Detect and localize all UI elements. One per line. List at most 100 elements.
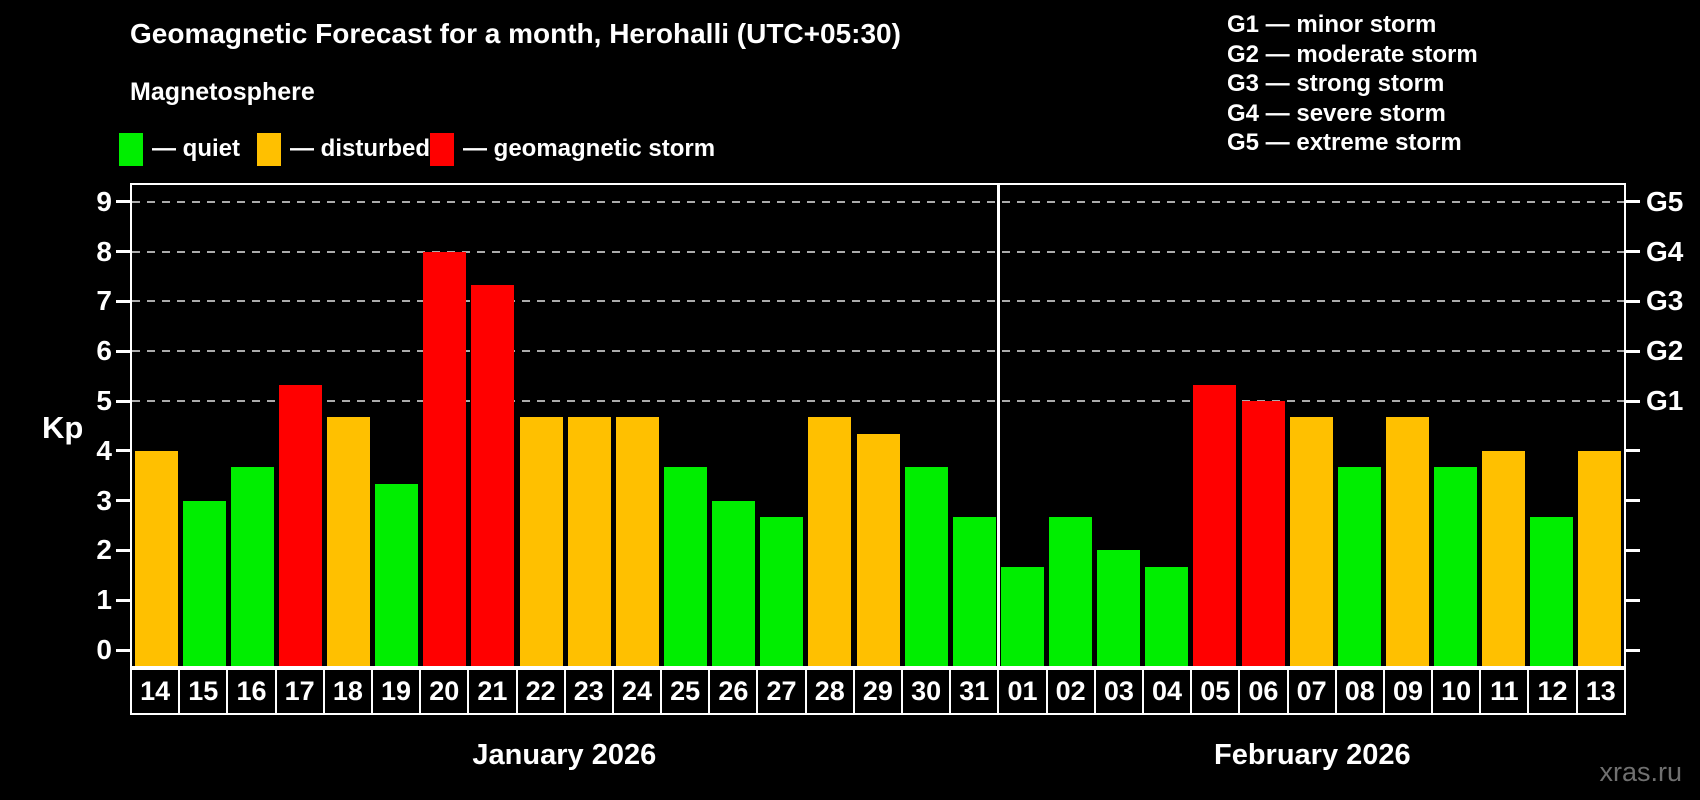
month-label-february: February 2026: [1213, 739, 1411, 771]
geomagnetic-storm-swatch-icon: [430, 132, 454, 166]
g-tick-label: G4: [1646, 235, 1684, 267]
legend-item-disturbed: — disturbed: [257, 132, 430, 166]
g-tick: [1626, 548, 1640, 552]
kp-bar: [519, 417, 563, 666]
date-cell: 18: [325, 670, 373, 713]
kp-bar: [1049, 517, 1093, 666]
g-tick: [1626, 349, 1640, 353]
kp-tick: [116, 299, 130, 303]
g-tick: [1626, 200, 1640, 204]
kp-bar: [278, 384, 322, 666]
date-cell: 26: [710, 670, 759, 713]
magnetosphere-label: Magnetosphere: [130, 78, 315, 106]
kp-tick-label: 7: [96, 285, 112, 317]
g-tick-label: G3: [1646, 285, 1684, 317]
g-tick-label: G5: [1646, 185, 1684, 217]
kp-tick-label: 1: [96, 584, 112, 616]
date-cell: 17: [277, 670, 325, 713]
kp-tick-label: 0: [96, 634, 112, 665]
date-cell: 08: [1337, 670, 1385, 713]
g-tick: [1626, 449, 1640, 453]
kp-tick-label: 8: [96, 235, 112, 267]
g-legend-line: G5 — extreme storm: [1227, 129, 1462, 156]
kp-bar: [1097, 550, 1141, 666]
date-cell: 20: [421, 670, 470, 713]
date-cell: 19: [373, 670, 422, 713]
date-axis: 14 15 16 17 18 19 20 21 22 23 24 25 26 27 28 29 30 31 01 02…: [130, 668, 1626, 715]
kp-tick: [116, 598, 130, 602]
g-tick-label: G2: [1646, 335, 1684, 367]
kp-tick: [116, 499, 130, 503]
date-cell: 04: [1144, 670, 1193, 713]
g-tick: [1626, 250, 1640, 254]
kp-tick: [116, 648, 130, 652]
kp-bar: [615, 417, 659, 666]
kp-tick-label: 9: [96, 185, 112, 217]
legend-label: — geomagnetic storm: [463, 135, 716, 162]
kp-bar: [904, 467, 948, 666]
watermark: xras.ru: [1599, 757, 1682, 787]
g-legend-line: G1 — minor storm: [1227, 11, 1437, 38]
date-cell: 21: [469, 670, 518, 713]
date-cell: 15: [180, 670, 229, 713]
kp-tick: [116, 250, 130, 254]
date-cell: 27: [758, 670, 807, 713]
kp-bar: [1434, 467, 1478, 666]
date-cell: 13: [1585, 676, 1616, 706]
date-cell: 30: [903, 670, 952, 713]
kp-bar: [327, 417, 371, 666]
date-cell: 05: [1192, 670, 1241, 713]
gridline-g4: [132, 250, 1624, 253]
gridline-g1: [132, 400, 1624, 402]
kp-bar: [230, 467, 274, 666]
date-cell: 24: [614, 670, 663, 713]
kp-bar: [423, 251, 467, 666]
kp-tick-label: 3: [96, 484, 112, 516]
date-cell: 03: [1096, 670, 1144, 713]
date-cell: 11: [1481, 670, 1530, 713]
kp-tick-label: 6: [96, 335, 112, 367]
kp-tick: [116, 399, 130, 403]
kp-bar: [567, 417, 611, 666]
g-legend-line: G3 — strong storm: [1227, 70, 1445, 97]
date-cell: 01: [999, 670, 1048, 713]
kp-tick-label: 5: [96, 385, 112, 416]
quiet-swatch-icon: [119, 132, 143, 166]
kp-bar: [1578, 450, 1622, 666]
kp-bar: [1193, 384, 1237, 666]
g-tick: [1626, 399, 1640, 403]
kp-bar: [1530, 517, 1574, 666]
kp-bar: [1241, 401, 1285, 666]
kp-bar: [1385, 417, 1429, 666]
legend-label: — quiet: [152, 135, 240, 162]
legend-item-geomagnetic-storm: — geomagnetic storm: [430, 132, 715, 166]
date-cell: 06: [1240, 670, 1289, 713]
disturbed-swatch-icon: [257, 132, 281, 166]
legend-label: — disturbed: [290, 135, 431, 162]
g-legend-line: G2 — moderate storm: [1227, 40, 1478, 68]
legend-item-quiet: — quiet: [119, 132, 240, 166]
gridline-g2: [132, 350, 1624, 353]
date-cell: 02: [1048, 670, 1096, 713]
kp-bar: [1482, 450, 1526, 666]
kp-bar: [182, 500, 226, 666]
kp-bar: [760, 517, 804, 666]
chart-title: Geomagnetic Forecast for a month, Heroha…: [130, 18, 901, 49]
kp-bar: [952, 517, 996, 666]
kp-tick: [116, 548, 130, 552]
kp-tick-label: 4: [96, 434, 112, 466]
kp-bar: [471, 284, 515, 666]
kp-bar: [1000, 566, 1044, 666]
date-cell: 09: [1385, 670, 1434, 713]
gridline-g5: [132, 200, 1624, 203]
date-cell: 31: [951, 670, 1000, 713]
kp-tick: [116, 349, 130, 353]
date-cell: 07: [1289, 670, 1337, 713]
kp-bar: [1289, 417, 1333, 666]
kp-bar: [375, 484, 419, 666]
date-cell: 16: [228, 670, 277, 713]
date-cell: 23: [566, 670, 614, 713]
date-cell: 14: [132, 670, 181, 713]
kp-bar: [712, 500, 756, 666]
